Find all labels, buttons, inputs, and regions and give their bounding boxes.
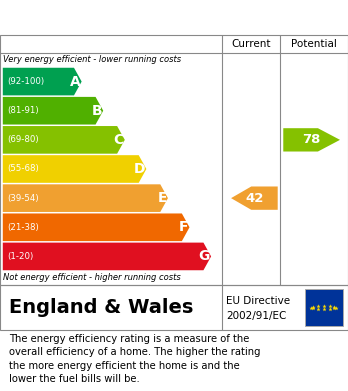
Text: Not energy efficient - higher running costs: Not energy efficient - higher running co… (3, 273, 181, 283)
Text: (69-80): (69-80) (7, 135, 39, 144)
Text: E: E (157, 191, 167, 205)
Polygon shape (3, 97, 103, 125)
Polygon shape (231, 187, 278, 210)
Text: Energy Efficiency Rating: Energy Efficiency Rating (9, 9, 249, 27)
Text: (39-54): (39-54) (7, 194, 39, 203)
Polygon shape (3, 213, 190, 241)
Text: (1-20): (1-20) (7, 252, 33, 261)
Text: (55-68): (55-68) (7, 165, 39, 174)
Text: F: F (179, 220, 189, 234)
Text: 78: 78 (302, 133, 321, 146)
Polygon shape (3, 242, 211, 270)
Text: C: C (113, 133, 124, 147)
Text: EU Directive: EU Directive (226, 296, 290, 306)
Text: B: B (92, 104, 102, 118)
Text: 2002/91/EC: 2002/91/EC (226, 312, 286, 321)
Text: England & Wales: England & Wales (9, 298, 193, 317)
Polygon shape (3, 126, 125, 154)
Text: Potential: Potential (291, 39, 337, 49)
Bar (304, 289, 343, 326)
Polygon shape (3, 155, 147, 183)
Polygon shape (3, 184, 168, 212)
Text: G: G (199, 249, 210, 264)
Text: (92-100): (92-100) (7, 77, 44, 86)
Text: D: D (134, 162, 145, 176)
Text: A: A (70, 75, 81, 89)
Text: The energy efficiency rating is a measure of the
overall efficiency of a home. T: The energy efficiency rating is a measur… (9, 334, 260, 384)
Text: Very energy efficient - lower running costs: Very energy efficient - lower running co… (3, 56, 182, 65)
Text: 42: 42 (246, 192, 264, 204)
Text: (21-38): (21-38) (7, 223, 39, 232)
Polygon shape (3, 68, 82, 95)
Text: (81-91): (81-91) (7, 106, 39, 115)
Polygon shape (283, 128, 340, 152)
Text: Current: Current (231, 39, 271, 49)
